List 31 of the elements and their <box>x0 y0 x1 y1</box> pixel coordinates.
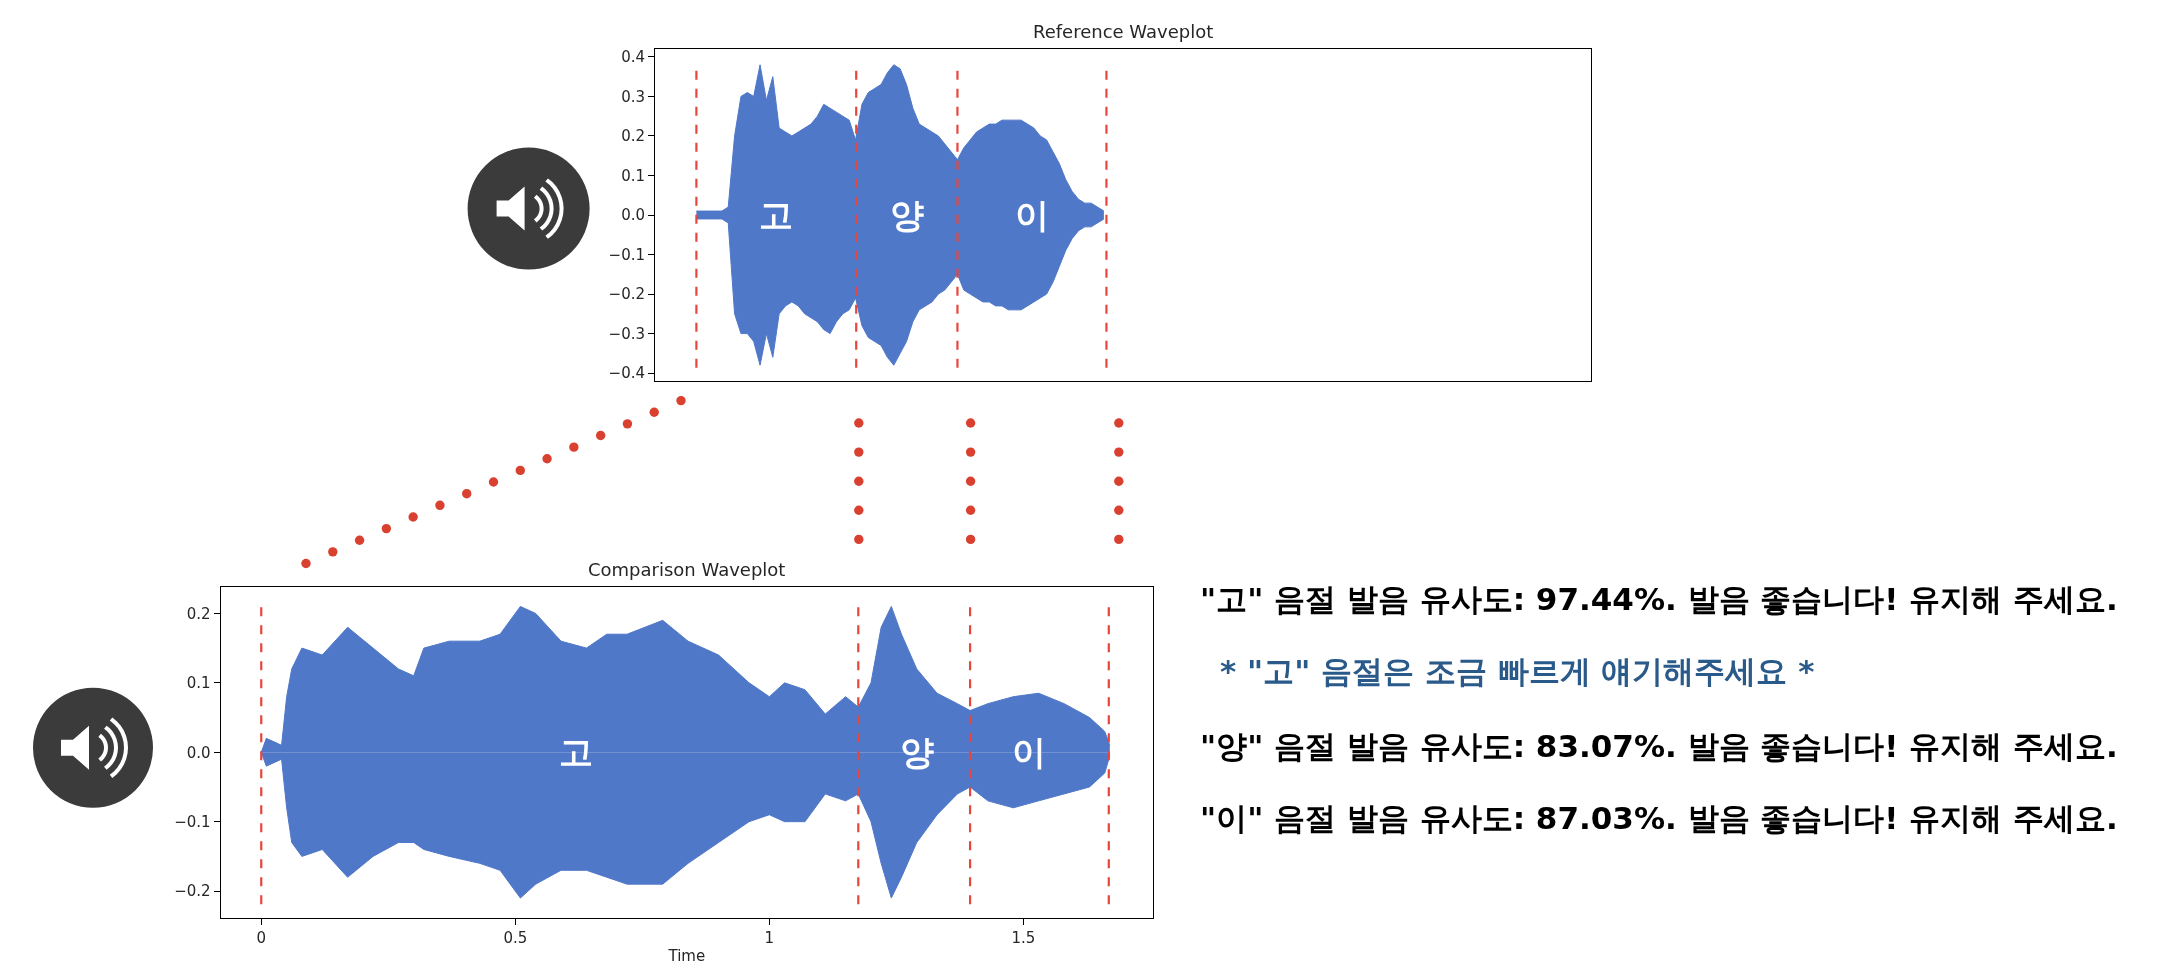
annotation: 양 <box>890 195 924 235</box>
x-axis-title: Time <box>667 946 706 965</box>
x-tick-label: 1.5 <box>1011 928 1036 947</box>
annotation: 고 <box>759 195 793 235</box>
y-tick-label: 0.0 <box>186 743 211 762</box>
x-tick-label: 1 <box>764 928 775 947</box>
y-tick-label: −0.2 <box>174 882 211 901</box>
annotation: 이 <box>1012 732 1046 772</box>
text: "양" 음절 발음 유사도: 83.07%. 발음 좋습니다! 유지해 주세요. <box>1200 728 2118 764</box>
y-tick-label: 0.0 <box>621 206 645 225</box>
annotation: 이 <box>1015 195 1049 235</box>
y-tick-label: −0.1 <box>174 812 211 831</box>
y-tick-label: −0.1 <box>608 245 645 264</box>
y-tick-label: 0.1 <box>621 166 645 185</box>
text: * "고" 음절은 조금 빠르게 얘기해주세요 * <box>1220 653 1815 689</box>
y-tick-label: −0.3 <box>608 324 645 343</box>
text: "이" 음절 발음 유사도: 87.03%. 발음 좋습니다! 유지해 주세요. <box>1200 800 2118 836</box>
y-tick-label: 0.1 <box>186 674 211 693</box>
y-tick-label: 0.4 <box>621 48 645 67</box>
annotation: 고 <box>559 732 593 772</box>
y-tick-label: 0.3 <box>621 87 645 106</box>
text: "고" 음절 발음 유사도: 97.44%. 발음 좋습니다! 유지해 주세요. <box>1200 581 2118 617</box>
x-tick-label: 0.5 <box>503 928 528 947</box>
annotation: 양 <box>900 732 934 772</box>
chart-title: Comparison Waveplot <box>588 559 786 580</box>
chart-title: Reference Waveplot <box>1033 21 1214 42</box>
y-tick-label: 0.2 <box>186 604 211 623</box>
y-tick-label: −0.2 <box>608 285 645 304</box>
y-tick-label: 0.2 <box>621 127 645 146</box>
y-tick-label: −0.4 <box>608 364 645 383</box>
x-tick-label: 0 <box>256 928 267 947</box>
